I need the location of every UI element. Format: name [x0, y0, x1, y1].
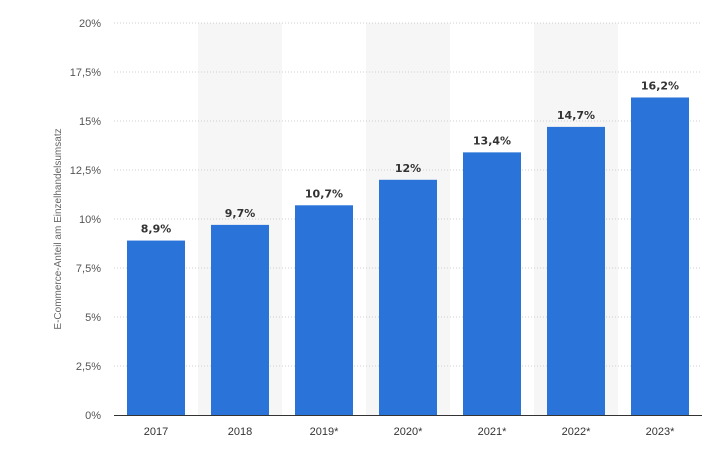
y-axis-ticks: 0% 2,5% 5% 7,5% 10% 12,5% 15% 17,5% 20%	[70, 18, 101, 422]
data-labels: 8,9% 9,7% 10,7% 12% 13,4% 14,7% 16,2%	[141, 79, 679, 235]
y-tick-label: 7,5%	[76, 263, 101, 275]
bar	[295, 205, 353, 415]
bar	[547, 126, 605, 415]
x-tick-label: 2018	[228, 426, 252, 438]
data-label: 13,4%	[473, 134, 511, 147]
data-label: 8,9%	[141, 223, 172, 236]
x-tick-label: 2021*	[478, 426, 507, 438]
bar	[631, 97, 689, 415]
y-tick-label: 10%	[79, 214, 101, 226]
bars	[127, 97, 689, 416]
data-label: 16,2%	[641, 79, 679, 92]
data-label: 14,7%	[557, 109, 595, 122]
bar	[127, 240, 185, 415]
y-tick-label: 15%	[79, 116, 101, 128]
y-axis-label: E-Commerce-Anteil am Einzelhandelsumsatz	[53, 128, 64, 329]
x-tick-label: 2022*	[562, 426, 591, 438]
y-tick-label: 20%	[79, 18, 101, 30]
y-tick-label: 0%	[85, 410, 101, 422]
y-tick-label: 2,5%	[76, 361, 101, 373]
x-tick-label: 2019*	[310, 426, 339, 438]
data-label: 12%	[395, 162, 421, 175]
y-tick-label: 5%	[85, 312, 101, 324]
y-tick-label: 17,5%	[70, 67, 101, 79]
bar	[463, 152, 521, 416]
data-label: 10,7%	[305, 187, 343, 200]
x-tick-label: 2020*	[394, 426, 423, 438]
bar	[211, 224, 269, 415]
bar	[379, 179, 437, 415]
x-axis-ticks: 2017 2018 2019* 2020* 2021* 2022* 2023*	[144, 426, 675, 438]
y-tick-label: 12,5%	[70, 165, 101, 177]
data-label: 9,7%	[225, 207, 256, 220]
x-tick-label: 2023*	[646, 426, 675, 438]
x-tick-label: 2017	[144, 426, 168, 438]
